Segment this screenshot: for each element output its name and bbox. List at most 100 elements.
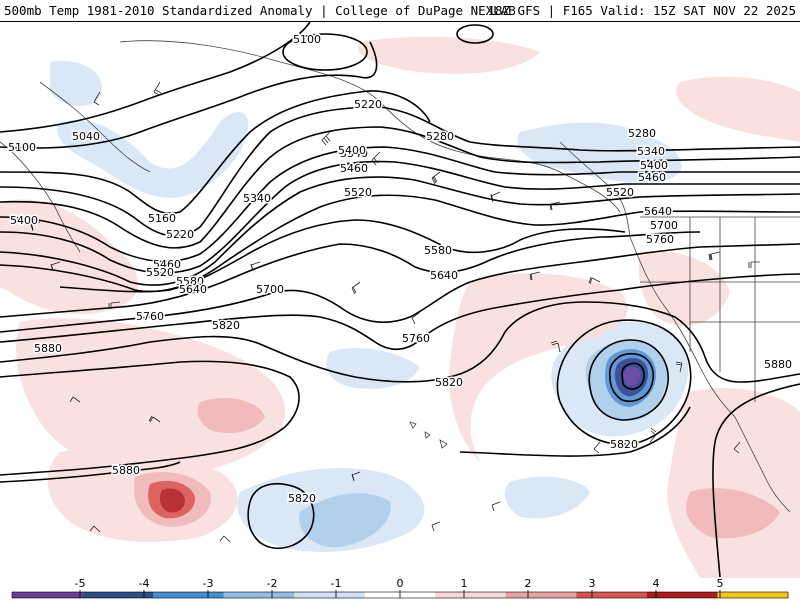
colorbar-tick-label: 5 [716,577,724,590]
contour-5880-east [712,383,800,578]
colorbar-swatch [646,592,718,598]
colorbar-tick-label: 3 [588,577,596,590]
wind-barb [30,221,41,232]
contour-label: 5580 [176,275,204,288]
contour-label: 5340 [243,192,271,205]
warm-anomaly-north-east [676,76,800,142]
colorbar-tick-label: -4 [138,577,150,590]
warm-anomaly-west-band [0,199,139,315]
contour-label: 5520 [606,186,634,199]
wind-barb [50,261,61,272]
contour-label: 5700 [650,219,678,232]
colorbar-tick-label: -2 [266,577,278,590]
wind-barb [411,311,421,325]
map-panel: 5100 5040 5100 5220 5280 5340 5400 5160 … [0,22,800,578]
contour-5400 [0,160,800,274]
map-header: 500mb Temp 1981-2010 Standardized Anomal… [0,0,800,22]
contour-5820-ridge [0,301,800,383]
colorbar-swatch [435,592,507,598]
colorbar-svg [11,590,789,599]
contour-5100 [0,41,378,149]
contour-5340 [0,146,800,263]
contour-5280 [0,126,800,249]
contour-ne-low [456,24,494,44]
map-svg: 5100 5040 5100 5220 5280 5340 5400 5160 … [0,22,800,578]
contour-5820-closed [247,483,315,549]
contour-label: 5820 [212,319,240,332]
contour-5460 [0,176,800,286]
contour-label: 5880 [34,342,62,355]
contour-5040 [0,22,311,133]
contour-label: 5220 [354,98,382,111]
wind-barb [219,535,231,543]
contour-label: 5640 [179,283,207,296]
wind-barb [89,525,101,533]
cold-anomaly-alaska [57,112,249,198]
contour-label: 5820 [288,492,316,505]
wind-barb [153,81,162,96]
contour-5880-north [0,360,300,476]
contour-5820-south [459,406,691,457]
colorbar-tick-label: 0 [396,577,404,590]
anomaly-colorbar: -5 -4 -3 -2 -1 0 1 2 3 4 5 [0,577,800,600]
contour-labels: 5100 5040 5100 5220 5280 5340 5400 5160 … [7,32,794,507]
contour-5700 [0,243,800,333]
contour-label: 5700 [256,283,284,296]
wind-barb [491,501,501,512]
contour-label: 5340 [340,147,368,160]
aleutians-coast [39,81,151,173]
contour-label: 5160 [148,212,176,225]
contour-label: 5100 [293,33,321,46]
colorbar-tick-label: 1 [460,577,468,590]
wind-barb [549,201,561,211]
alaska-coast [119,40,621,213]
warm-anomaly-hotspot-core [160,488,185,513]
map-title: 500mb Temp 1981-2010 Standardized Anomal… [4,3,516,18]
wind-barb [550,340,561,353]
cold-anomaly-bering [50,61,102,107]
colorbar-swatch [717,592,789,598]
contour-cutoff-core [621,362,645,390]
contour-label: 5880 [112,464,140,477]
contour-cutoff-inner [609,352,654,402]
wind-barbs [30,81,760,543]
contour-label: 5100 [8,141,36,154]
wind-barb [148,415,161,423]
contour-5520 [0,194,800,293]
wind-barb [588,276,601,285]
colorbar-swatch [82,592,154,598]
contour-5880-south [0,461,181,483]
contour-5100-low [282,33,368,71]
warm-anomaly-southeast [667,388,800,578]
bc-coast [559,141,631,238]
cold-anomaly-mid-pacific [326,347,420,389]
warm-anomaly-gulf-alaska [358,36,540,74]
wind-barb [371,151,381,166]
colorbar-swatch [223,592,295,598]
wind-barb [431,171,441,185]
colorbar-tick-label: -1 [330,577,342,590]
contour-label: 5820 [435,376,463,389]
contour-label: 5280 [628,127,656,140]
wind-barb [431,521,441,532]
wind-barb [748,261,760,268]
wind-barb [351,281,361,295]
colorbar-tick-label: 2 [524,577,532,590]
cold-anomaly-trough-extreme [623,366,641,386]
cold-anomaly-se [504,476,590,519]
contour-label: 5820 [610,438,638,451]
west-coast-us [629,236,736,418]
cold-anomaly-subtropics-mid [299,493,391,548]
contour-5640 [0,231,701,318]
hawaii-islands [409,421,448,449]
wind-barb [529,271,541,281]
contour-5580 [59,219,626,293]
contour-label: 5280 [426,130,454,143]
contour-label: 5760 [136,310,164,323]
contour-5760 [0,273,800,351]
warm-anomaly-shading [0,36,800,578]
height-contours [0,22,800,578]
coastlines [0,40,800,513]
colorbar-tick-label: -5 [74,577,86,590]
cold-anomaly-canada [517,122,682,184]
